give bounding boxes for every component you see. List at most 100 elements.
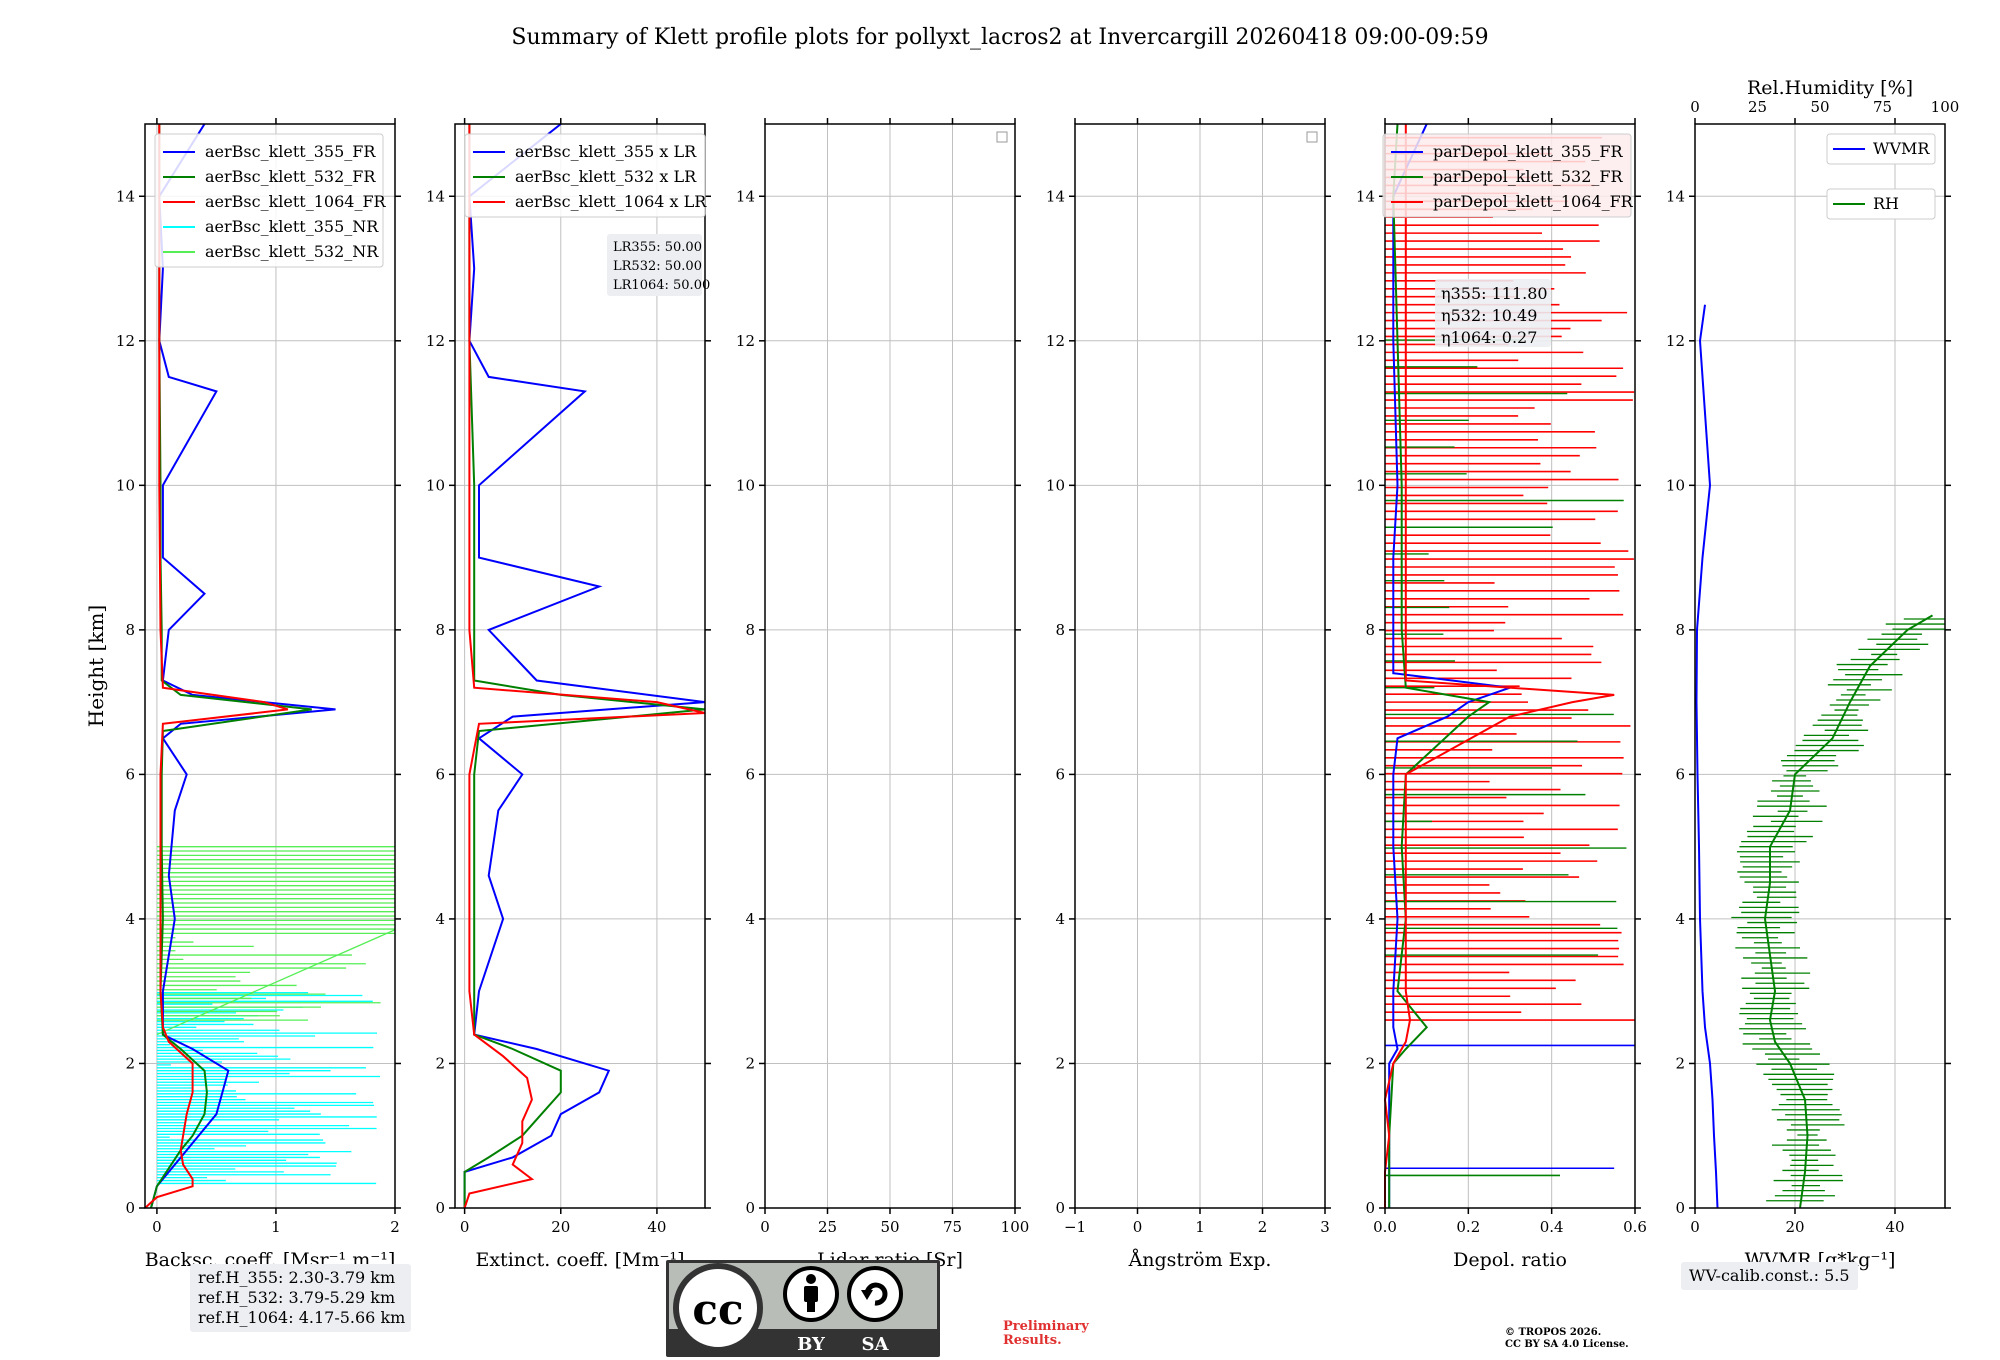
x-tick-label: 1 <box>271 1218 281 1236</box>
axes-frame <box>1384 123 1636 1209</box>
legend-entry: parDepol_klett_1064_FR <box>1433 192 1634 211</box>
x-tick-label: 25 <box>818 1218 837 1236</box>
y-tick-label: 10 <box>736 476 755 494</box>
copyright-line-2: CC BY SA 4.0 License. <box>1505 1339 1629 1350</box>
x-tick-label: 0 <box>460 1218 470 1236</box>
ref-height-355: ref.H_355: 2.30-3.79 km <box>198 1268 396 1287</box>
x-tick-label: 0 <box>760 1218 770 1236</box>
y-tick-label: 0 <box>745 1199 755 1217</box>
x-tick-label: 0.0 <box>1373 1218 1397 1236</box>
y-tick-label: 14 <box>116 187 135 205</box>
series-parDepol_klett_355_FR <box>1388 123 1511 1208</box>
axes-frame <box>764 123 1016 1209</box>
y-tick-label: 2 <box>435 1054 445 1072</box>
lr-label: LR532: 50.00 <box>613 259 702 274</box>
y-tick-label: 2 <box>1675 1054 1685 1072</box>
x-tick-label: 100 <box>1001 1218 1030 1236</box>
y-tick-label: 0 <box>1055 1199 1065 1217</box>
y-tick-label: 12 <box>736 332 755 350</box>
eta-label: η532: 10.49 <box>1441 306 1537 325</box>
x-tick-label: 3 <box>1320 1218 1330 1236</box>
y-tick-label: 14 <box>426 187 445 205</box>
top-x-tick-label: 25 <box>1748 98 1767 116</box>
y-tick-label: 12 <box>1356 332 1375 350</box>
legend-bsc: aerBsc_klett_355_FR aerBsc_klett_532_FRae… <box>154 133 387 268</box>
legend-entry: aerBsc_klett_532_FR <box>205 167 376 186</box>
lr-label: LR355: 50.00 <box>613 240 702 255</box>
rh-noise <box>1731 618 1945 1202</box>
legend-box <box>1826 188 1936 220</box>
sa-label: SA <box>862 1334 890 1355</box>
series-aerBsc_klett_1064 x LR <box>463 124 706 1209</box>
x-tick-label: 0.4 <box>1540 1218 1564 1236</box>
share-alike-icon <box>847 1266 903 1322</box>
preliminary-line-2: Results. <box>1003 1333 1062 1348</box>
x-tick-label: −1 <box>1064 1218 1086 1236</box>
x-tick-label: 1 <box>1195 1218 1205 1236</box>
x-tick-label: 40 <box>1885 1218 1904 1236</box>
legend-wv: WVMR RH <box>1826 133 1936 220</box>
y-tick-label: 12 <box>116 332 135 350</box>
y-axis-label: Height [km] <box>84 605 108 727</box>
x-tick-label: 0 <box>152 1218 162 1236</box>
legend-entry: aerBsc_klett_1064_FR <box>205 192 387 211</box>
eta-label: η355: 111.80 <box>1441 284 1548 303</box>
y-tick-label: 8 <box>1055 621 1065 639</box>
legend-entry: WVMR <box>1873 139 1930 158</box>
legend-entry: aerBsc_klett_532_NR <box>205 242 379 261</box>
x-axis-label: Ångström Exp. <box>1128 1249 1272 1271</box>
y-tick-label: 4 <box>1055 910 1065 928</box>
x-tick-label: 0.2 <box>1456 1218 1480 1236</box>
y-tick-label: 12 <box>1666 332 1685 350</box>
y-tick-label: 12 <box>426 332 445 350</box>
legend-entry: parDepol_klett_532_FR <box>1433 167 1624 186</box>
reference-heights-box: ref.H_355: 2.30-3.79 km ref.H_532: 3.79-… <box>190 1264 411 1332</box>
x-tick-label: 75 <box>943 1218 962 1236</box>
y-tick-label: 14 <box>1666 187 1685 205</box>
y-tick-label: 2 <box>1365 1054 1375 1072</box>
series-aerBsc_klett_355 x LR <box>463 123 706 1208</box>
series-aerBsc_klett_532 x LR <box>463 124 706 1208</box>
ref-height-532: ref.H_532: 3.79-5.29 km <box>198 1288 396 1307</box>
legend-ext: aerBsc_klett_355 x LR aerBsc_klett_532 x … <box>464 133 707 218</box>
y-tick-label: 6 <box>1365 765 1375 783</box>
legend-entry: aerBsc_klett_355_NR <box>205 217 379 236</box>
y-tick-label: 2 <box>1055 1054 1065 1072</box>
lr-label: LR1064: 50.00 <box>613 278 710 293</box>
x-tick-label: 50 <box>880 1218 899 1236</box>
legend-entry: aerBsc_klett_532 x LR <box>515 167 697 186</box>
y-tick-label: 14 <box>736 187 755 205</box>
panel-dep: 0.0 0.2 0.4 0.6 0 2 4 6 8 10 12 14 Depol. ratio parDe… <box>1356 118 1647 1271</box>
series-parDepol_klett_532_FR <box>1388 123 1492 1208</box>
y-tick-label: 4 <box>745 910 755 928</box>
series-aerBsc_klett_355_FR <box>150 123 336 1209</box>
legend-box <box>1826 133 1936 165</box>
by-label: BY <box>797 1334 826 1355</box>
y-tick-label: 8 <box>1675 621 1685 639</box>
y-tick-label: 6 <box>435 765 445 783</box>
legend-box <box>464 133 706 218</box>
y-tick-label: 0 <box>1365 1199 1375 1217</box>
axes-frame <box>1694 123 1946 1209</box>
y-tick-label: 4 <box>125 910 135 928</box>
y-tick-label: 6 <box>1675 765 1685 783</box>
x-tick-label: 0 <box>1133 1218 1143 1236</box>
figure-title: Summary of Klett profile plots for polly… <box>511 25 1488 50</box>
y-tick-label: 4 <box>435 910 445 928</box>
series-aerBsc_klett_355_NR <box>156 991 381 1187</box>
legend-entry: aerBsc_klett_355_FR <box>205 142 376 161</box>
legend-box <box>154 133 384 268</box>
top-x-tick-label: 75 <box>1873 98 1892 116</box>
series-parDepol_klett_1064_FR <box>1383 124 1615 1208</box>
y-tick-label: 0 <box>125 1199 135 1217</box>
empty-legend-box <box>1306 131 1318 143</box>
x-tick-label: 0.6 <box>1623 1218 1647 1236</box>
y-tick-label: 4 <box>1365 910 1375 928</box>
svg-text:cc: cc <box>692 1285 743 1334</box>
eta-info-box <box>1435 279 1551 347</box>
panel-lr: 025507510002468101214Lidar ratio [Sr] <box>736 118 1029 1271</box>
empty-legend-box <box>996 131 1008 143</box>
